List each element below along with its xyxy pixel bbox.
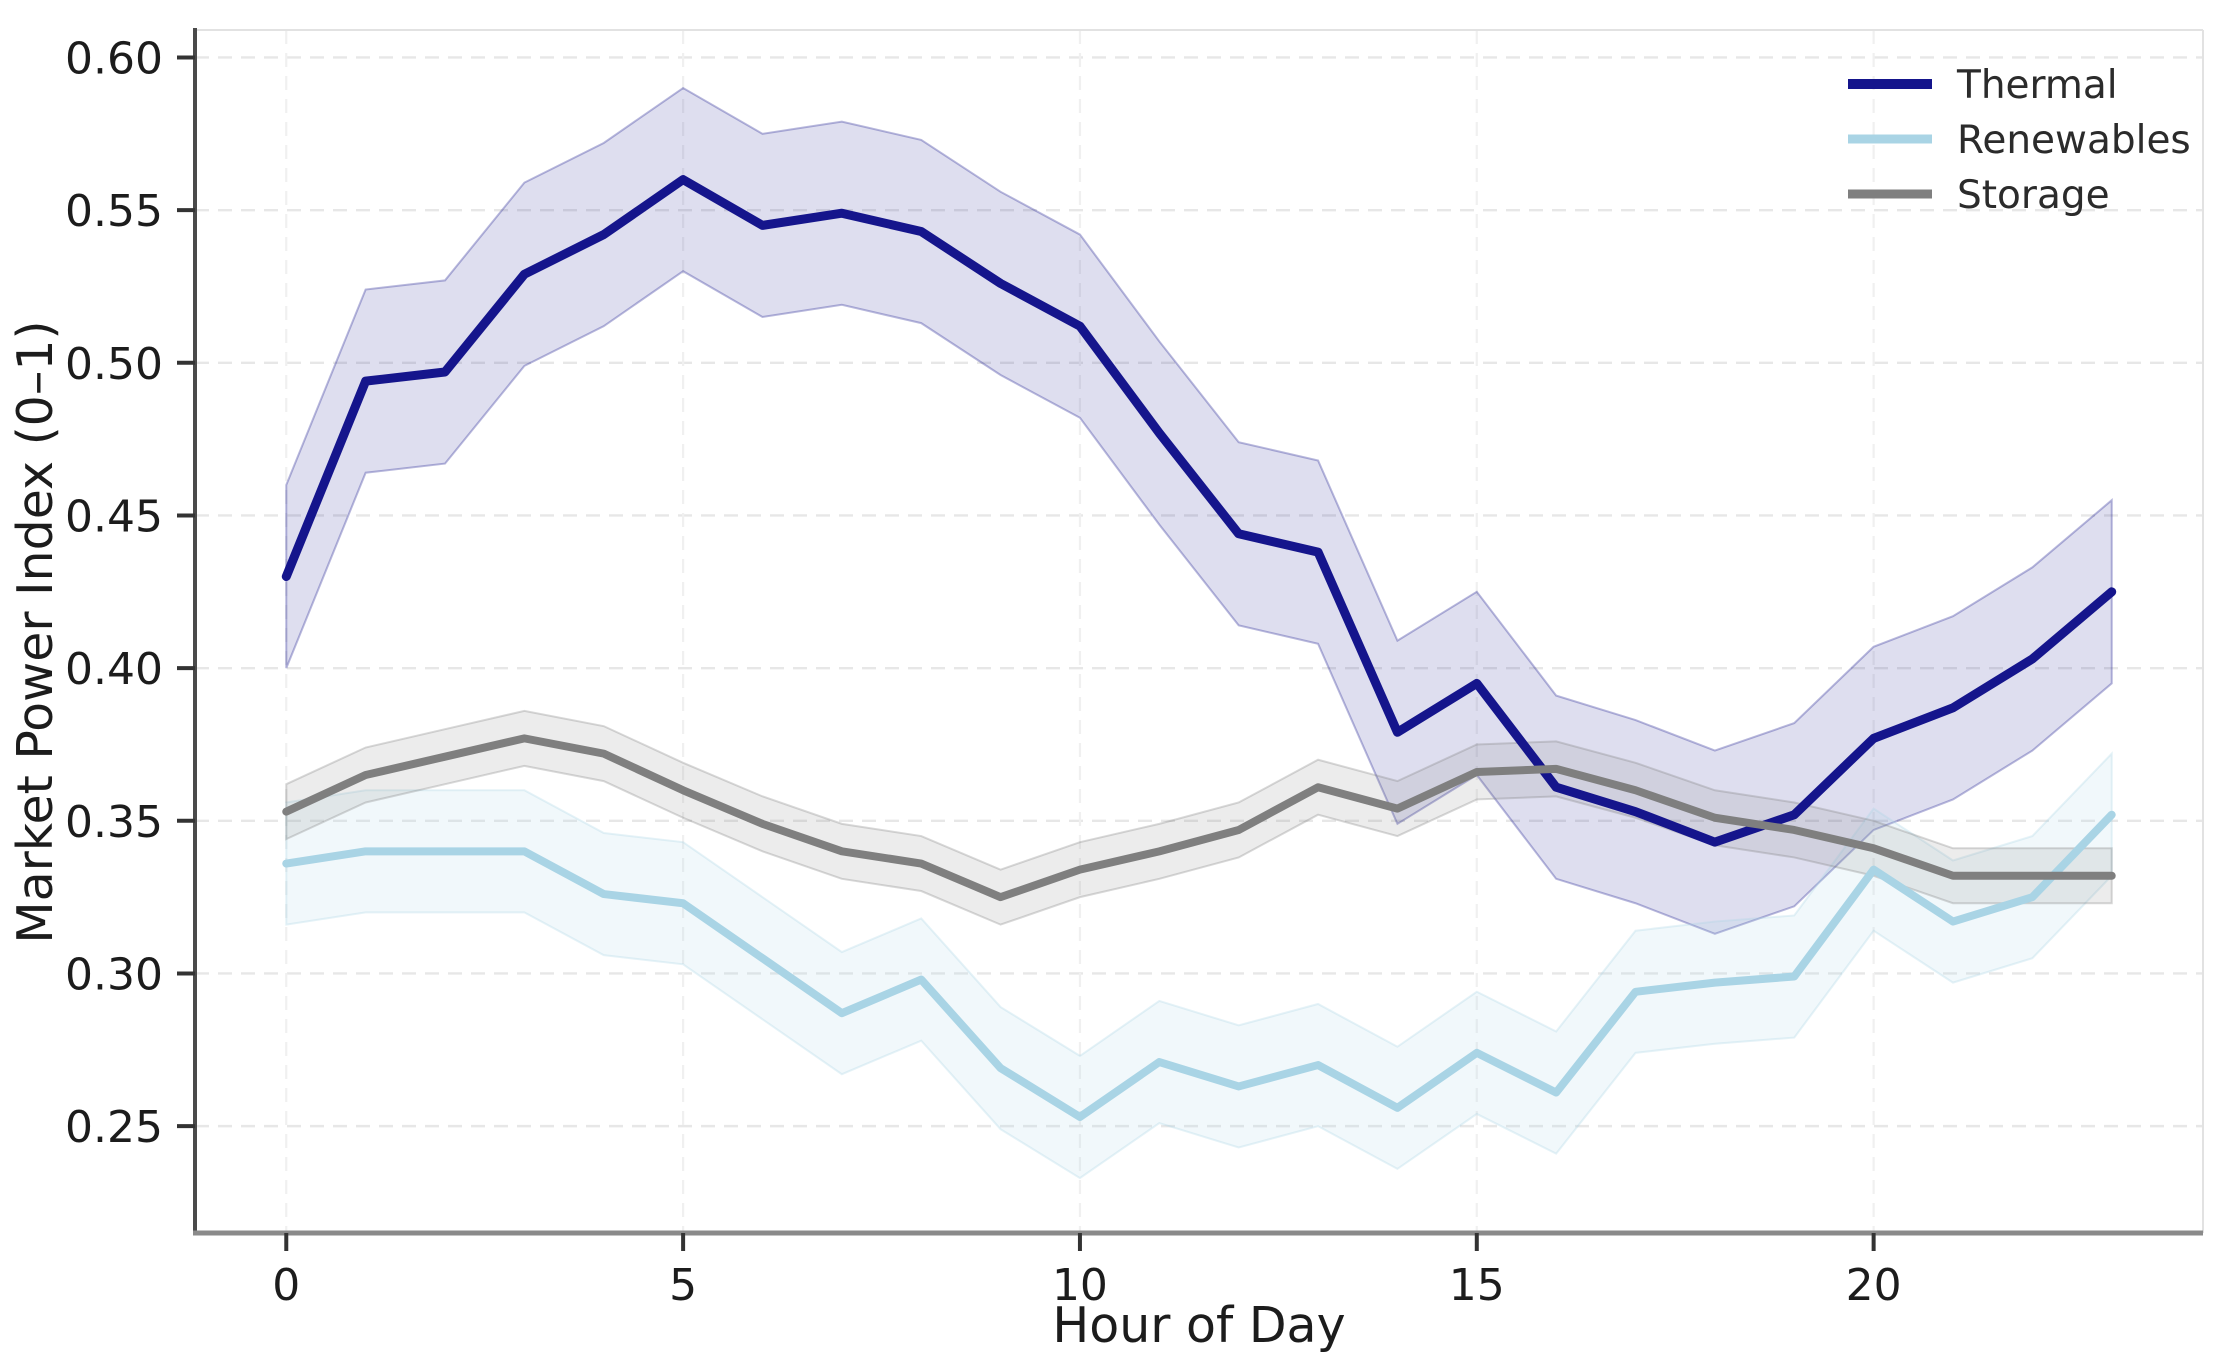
x-tick-label-5: 5 [669, 1260, 697, 1311]
legend-item-storage: Storage [1848, 173, 2110, 218]
axis-ticks: 0.25 0.30 0.35 0.40 0.45 0.50 0.55 0.60 0 5 10 15 20 [65, 33, 1902, 1311]
x-axis-label: Hour of Day [1052, 1297, 1345, 1354]
y-tick-label-0.45: 0.45 [65, 491, 163, 542]
legend-item-renewables: Renewables [1848, 118, 2191, 163]
series-lines [281, 175, 2117, 1121]
line-thermal [281, 175, 2117, 847]
y-tick-label-0.35: 0.35 [65, 797, 163, 848]
x-tick-label-10: 10 [1052, 1260, 1108, 1311]
x-tick-label-20: 20 [1846, 1260, 1902, 1311]
y-tick-label-0.30: 0.30 [65, 949, 163, 1000]
x-tick-label-0: 0 [272, 1260, 300, 1311]
legend-item-thermal: Thermal [1848, 63, 2118, 108]
band-storage [285, 709, 2113, 926]
y-tick-label-0.50: 0.50 [65, 339, 163, 390]
x-tick-label-15: 15 [1449, 1260, 1505, 1311]
y-axis-label: Market Power Index (0–1) [7, 320, 64, 943]
legend-label-renewables: Renewables [1957, 118, 2191, 163]
y-tick-label-0.25: 0.25 [65, 1102, 163, 1153]
legend: Thermal Renewables Storage [1848, 63, 2191, 218]
gridlines [195, 30, 2203, 1233]
legend-label-thermal: Thermal [1956, 63, 2118, 108]
y-tick-label-0.60: 0.60 [65, 33, 163, 84]
axis-spines [193, 28, 2204, 1236]
line-renewables [282, 810, 2116, 1121]
line-storage [282, 734, 2116, 902]
y-tick-label-0.55: 0.55 [65, 186, 163, 237]
y-tick-label-0.40: 0.40 [65, 644, 163, 695]
legend-label-storage: Storage [1957, 173, 2110, 218]
band-thermal [285, 86, 2113, 935]
